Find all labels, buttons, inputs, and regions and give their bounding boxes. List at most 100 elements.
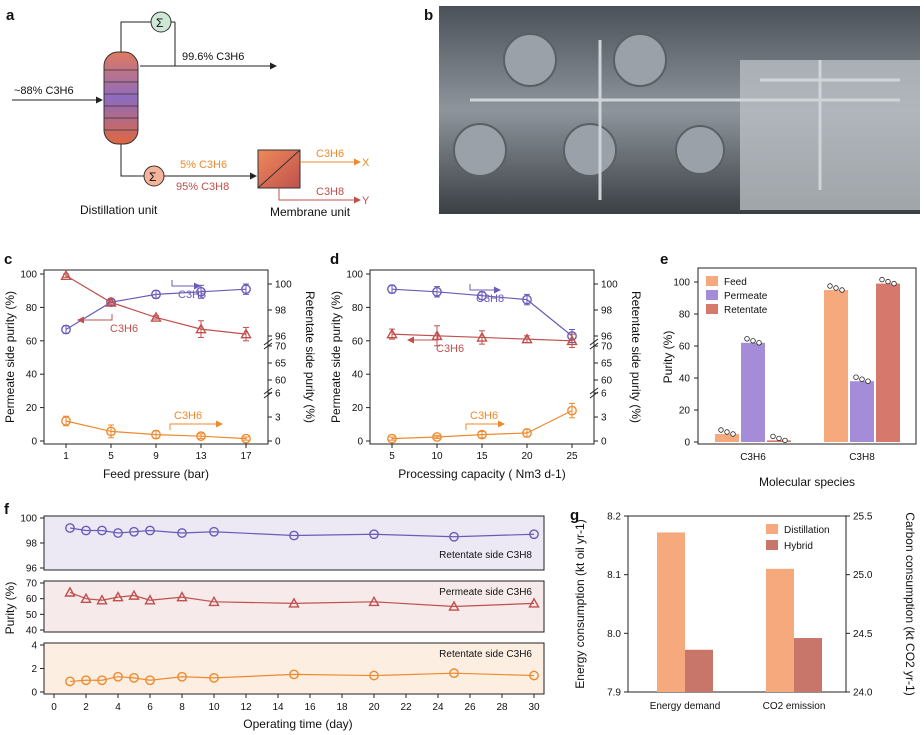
d-ytick-right-label: 65 (601, 359, 613, 370)
e-bar-retentate (767, 440, 791, 442)
f-subplot-1-point (288, 597, 300, 608)
panel-e-xlabel: Molecular species (759, 475, 855, 489)
panel-f-label: f (4, 501, 10, 518)
panel-g-marks (657, 532, 822, 692)
out-x-suffix: X (362, 157, 370, 169)
f-ytick-label: 98 (26, 539, 38, 550)
panel-e: e 0 20 40 60 80 100 C3H6 C3H8 Feed Permeate Reten… (660, 251, 917, 489)
g-bar-distillation (657, 532, 685, 692)
d-annot-arrow-c3h6-perm (407, 334, 439, 344)
d-axis-break (589, 338, 599, 346)
d-xtick-label: 10 (431, 451, 443, 462)
f-xtick-label: 10 (208, 702, 220, 713)
f-subplot-0-point (369, 529, 379, 540)
f-xtick-label: 22 (400, 702, 412, 713)
d-ytick-right-label: 100 (601, 280, 618, 291)
c-xtick-label: 9 (153, 451, 159, 462)
membrane-divider (257, 149, 301, 189)
d-c3h6-retentate-point (387, 433, 397, 444)
c-xtick-label: 13 (195, 451, 207, 462)
e-legend-swatch (706, 290, 718, 300)
f-subplot-2-frame (43, 642, 545, 695)
d-c3h6-retentate-point (522, 428, 532, 438)
f-subplot-1-point (448, 600, 460, 611)
d-xtick-label: 25 (566, 451, 578, 462)
e-ytick-label: 20 (679, 406, 691, 417)
c-c3h8-retentate-point (151, 289, 161, 300)
g-ytick-left-label: 7.9 (607, 688, 621, 699)
g-legend-swatch (766, 524, 778, 534)
e-data-dot (756, 340, 762, 346)
e-ytick-label: 80 (679, 310, 691, 321)
f-ytick-label: 60 (26, 594, 38, 605)
f-ytick-label: 4 (31, 641, 37, 652)
c-c3h6-permeate-point (195, 323, 207, 334)
c-annot-c3h6-ret: C3H6 (174, 410, 202, 422)
out-x-label: C3H6 (316, 148, 344, 160)
bottoms-line (120, 144, 144, 177)
e-data-dot (724, 429, 730, 435)
f-ytick-label: 100 (20, 514, 37, 525)
condenser-symbol: Σ (156, 16, 163, 30)
panel-a: a Σ Σ 99.6% C3H6 ~88% C3H6 5% C3H6 95% C… (6, 7, 370, 219)
f-subplot-2-point (129, 673, 139, 683)
e-bar-permeate (741, 342, 765, 442)
d-c3h6-permeate-point (431, 329, 443, 341)
c-c3h6-retentate-point (151, 429, 161, 440)
panel-g-ylabel-right: Carbon consumption (kt CO2 yr-1) (903, 512, 917, 695)
membrane-label: Membrane unit (270, 205, 351, 219)
f-subplot-1-title: Permeate side C3H6 (439, 587, 532, 598)
f-subplot-2-point (449, 668, 459, 679)
e-ytick-label: 40 (679, 374, 691, 385)
f-subplot-1-point (112, 591, 124, 602)
d-annot-arrow-c3h8 (469, 284, 501, 294)
f-subplot-2-title: Retentate side C3H6 (439, 649, 532, 660)
c-c3h8-retentate-point (196, 286, 206, 297)
column-trays (104, 69, 138, 131)
d-ytick-right-label: 3 (601, 413, 607, 424)
c-ytick-left-label: 100 (20, 270, 37, 281)
panel-a-label: a (6, 7, 15, 24)
d-ytick-left-label: 0 (357, 437, 363, 448)
d-ytick-right-label: 60 (601, 376, 613, 387)
d-c3h8-retentate-point (432, 286, 442, 297)
c-annot-arrow-c3h6-ret (169, 420, 223, 430)
f-subplot-0-point (113, 528, 123, 538)
c-ytick-left-label: 60 (26, 336, 38, 347)
c-c3h6-permeate-point (150, 311, 162, 322)
f-subplot-0-point (129, 526, 139, 537)
f-subplot-2-point (209, 673, 219, 683)
c-ytick-left-label: 80 (26, 303, 38, 314)
d-ytick-left-label: 20 (352, 403, 364, 414)
top-product-text: 99.6% C3H6 (182, 51, 244, 63)
c-c3h6-retentate-point (106, 426, 116, 437)
f-subplot-1-point (80, 592, 92, 603)
panel-g-axes: 7.9 8.0 8.1 8.2 24.0 24.5 25.0 25.5 Energy deman… (607, 512, 873, 713)
f-subplot-2-line (69, 672, 535, 683)
e-legend-label: Feed (724, 277, 747, 288)
f-xtick-label: 2 (83, 702, 89, 713)
f-ytick-label: 0 (31, 688, 37, 699)
e-legend-swatch (706, 276, 718, 286)
d-c3h8-retentate-point (477, 290, 487, 301)
g-ytick-left-label: 8.0 (607, 629, 621, 640)
d-c3h6-permeate-point (386, 328, 398, 339)
panel-g-ylabel-left: Energy consumption (kt oil yr-1) (573, 519, 587, 688)
c-annot-arrow-c3h6-perm (77, 314, 113, 324)
d-ytick-right-label: 6 (601, 389, 607, 400)
c-ytick-right-label: 3 (275, 413, 281, 424)
panel-g: g 7.9 8.0 8.1 8.2 24.0 24.5 25.0 25.5 Energy dem… (570, 507, 917, 712)
panel-f-ylabel: Purity (%) (3, 582, 17, 635)
d-annot-c3h6-ret: C3H6 (470, 410, 498, 422)
g-legend-label: Hybrid (784, 541, 813, 552)
bottom-text-2: 95% C3H8 (176, 181, 229, 193)
f-subplot-2-point (145, 675, 155, 686)
c-axis-break (263, 387, 273, 395)
d-c3h8-retentate-point (522, 294, 532, 305)
g-bar-hybrid (685, 649, 713, 692)
f-subplot-1-point (144, 594, 156, 605)
